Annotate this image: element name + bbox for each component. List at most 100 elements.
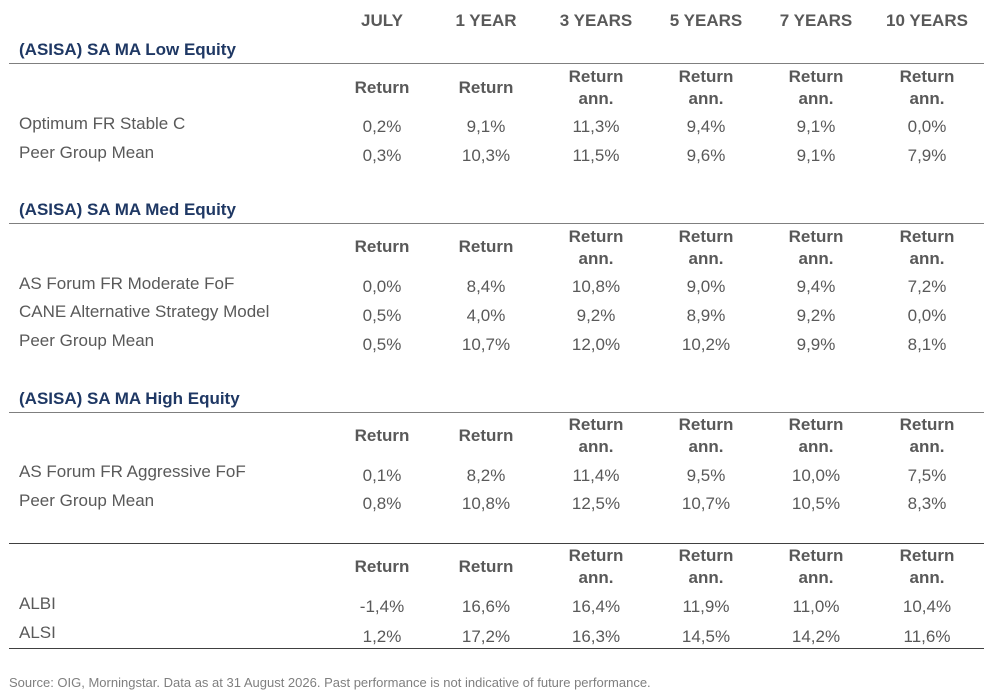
source-footnote: Source: OIG, Morningstar. Data as at 31 …: [9, 675, 651, 690]
group-divider: [9, 412, 984, 413]
subheader-return: Return: [458, 237, 514, 256]
value-5-years: 9,6%: [686, 146, 726, 165]
value-7-years: 11,0%: [792, 597, 840, 616]
subheader-return-ann: Return ann.: [788, 546, 844, 587]
value-1-year: 17,2%: [461, 627, 511, 646]
value-july: 0,3%: [362, 146, 402, 165]
column-header-july: JULY: [361, 11, 403, 30]
value-3-years: 12,0%: [571, 335, 621, 354]
fund-name: Optimum FR Stable C: [19, 114, 186, 133]
value-10-years: 0,0%: [907, 117, 947, 136]
value-10-years: 7,2%: [907, 277, 947, 296]
fund-name: Peer Group Mean: [19, 491, 155, 510]
index-name: ALSI: [19, 623, 56, 642]
value-july: -1,4%: [359, 597, 405, 616]
subheader-return-ann: Return ann.: [678, 415, 734, 456]
fund-name: AS Forum FR Moderate FoF: [19, 274, 235, 293]
value-july: 0,2%: [362, 117, 402, 136]
subheader-return-ann: Return ann.: [788, 67, 844, 108]
subheader-return: Return: [354, 557, 410, 576]
value-3-years: 9,2%: [576, 306, 616, 325]
value-5-years: 9,5%: [686, 466, 726, 485]
subheader-return: Return: [458, 426, 514, 445]
value-3-years: 11,3%: [572, 117, 620, 136]
subheader-return-ann: Return ann.: [899, 67, 955, 108]
subheader-return-ann: Return ann.: [899, 227, 955, 268]
subheader-return: Return: [354, 426, 410, 445]
group-title-high-equity: (ASISA) SA MA High Equity: [19, 389, 240, 408]
value-5-years: 8,9%: [686, 306, 726, 325]
value-7-years: 10,0%: [791, 466, 841, 485]
subheader-return-ann: Return ann.: [899, 546, 955, 587]
value-10-years: 11,6%: [903, 627, 951, 646]
subheader-return-ann: Return ann.: [678, 227, 734, 268]
value-1-year: 10,7%: [461, 335, 511, 354]
subheader-return: Return: [354, 237, 410, 256]
value-1-year: 10,8%: [461, 494, 511, 513]
value-1-year: 8,4%: [466, 277, 506, 296]
group-title-low-equity: (ASISA) SA MA Low Equity: [19, 40, 236, 59]
value-5-years: 9,0%: [686, 277, 726, 296]
column-header-5-years: 5 YEARS: [669, 11, 743, 30]
group-divider: [9, 543, 984, 544]
subheader-return: Return: [354, 78, 410, 97]
column-header-7-years: 7 YEARS: [779, 11, 853, 30]
table-bottom-rule: [9, 648, 984, 649]
group-divider: [9, 63, 984, 64]
value-5-years: 11,9%: [682, 597, 730, 616]
value-7-years: 9,9%: [796, 335, 836, 354]
value-3-years: 16,3%: [571, 627, 621, 646]
value-3-years: 16,4%: [571, 597, 621, 616]
value-july: 0,5%: [362, 335, 402, 354]
subheader-return-ann: Return ann.: [568, 227, 624, 268]
group-divider: [9, 223, 984, 224]
subheader-return-ann: Return ann.: [899, 415, 955, 456]
subheader-return-ann: Return ann.: [788, 415, 844, 456]
value-10-years: 7,9%: [907, 146, 947, 165]
value-july: 1,2%: [362, 627, 402, 646]
subheader-return: Return: [458, 557, 514, 576]
fund-name: AS Forum FR Aggressive FoF: [19, 462, 246, 481]
column-header-3-years: 3 YEARS: [559, 11, 633, 30]
value-1-year: 16,6%: [461, 597, 511, 616]
value-3-years: 11,5%: [572, 146, 620, 165]
value-3-years: 11,4%: [572, 466, 620, 485]
value-7-years: 9,2%: [796, 306, 836, 325]
column-header-10-years: 10 YEARS: [886, 11, 968, 30]
fund-name: CANE Alternative Strategy Model: [19, 302, 270, 321]
value-7-years: 9,4%: [796, 277, 836, 296]
value-10-years: 8,3%: [907, 494, 947, 513]
group-title-med-equity: (ASISA) SA MA Med Equity: [19, 200, 236, 219]
subheader-return-ann: Return ann.: [788, 227, 844, 268]
index-name: ALBI: [19, 594, 56, 613]
value-10-years: 10,4%: [902, 597, 952, 616]
value-7-years: 10,5%: [791, 494, 841, 513]
subheader-return-ann: Return ann.: [568, 546, 624, 587]
value-july: 0,1%: [362, 466, 402, 485]
fund-name: Peer Group Mean: [19, 143, 155, 162]
fund-name: Peer Group Mean: [19, 331, 155, 350]
column-header-1-year: 1 YEAR: [455, 11, 517, 30]
value-5-years: 14,5%: [681, 627, 731, 646]
value-3-years: 12,5%: [571, 494, 621, 513]
value-1-year: 8,2%: [466, 466, 506, 485]
subheader-return: Return: [458, 78, 514, 97]
value-10-years: 7,5%: [907, 466, 947, 485]
value-10-years: 8,1%: [907, 335, 947, 354]
value-july: 0,0%: [362, 277, 402, 296]
value-5-years: 10,2%: [681, 335, 731, 354]
value-1-year: 10,3%: [461, 146, 511, 165]
value-1-year: 9,1%: [466, 117, 506, 136]
value-july: 0,5%: [362, 306, 402, 325]
subheader-return-ann: Return ann.: [568, 67, 624, 108]
subheader-return-ann: Return ann.: [678, 67, 734, 108]
value-5-years: 9,4%: [686, 117, 726, 136]
value-3-years: 10,8%: [571, 277, 621, 296]
value-1-year: 4,0%: [466, 306, 506, 325]
value-july: 0,8%: [362, 494, 402, 513]
value-7-years: 9,1%: [796, 117, 836, 136]
value-7-years: 14,2%: [791, 627, 841, 646]
value-10-years: 0,0%: [907, 306, 947, 325]
value-7-years: 9,1%: [796, 146, 836, 165]
value-5-years: 10,7%: [681, 494, 731, 513]
